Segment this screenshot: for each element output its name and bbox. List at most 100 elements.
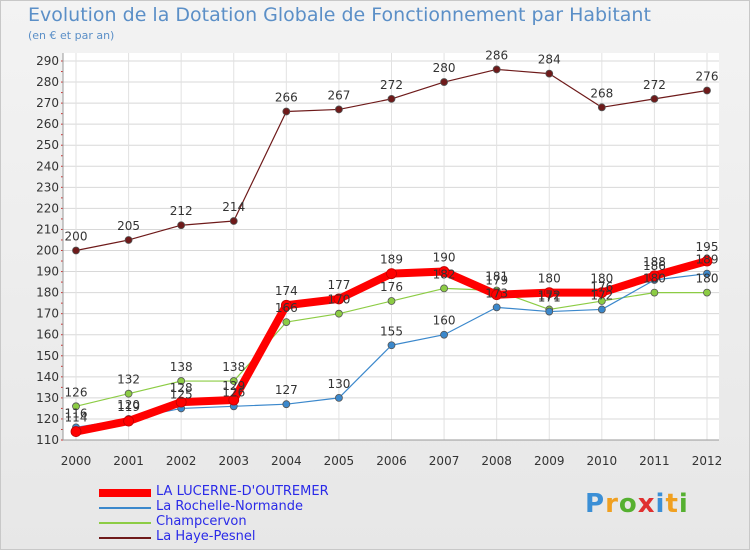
data-label-la-haye-pesnel: 284	[538, 53, 561, 67]
data-label-champcervon: 176	[380, 280, 403, 294]
data-label-la-rochelle-normande: 127	[275, 383, 298, 397]
point-la-haye-pesnel	[282, 107, 291, 116]
legend-swatch	[99, 506, 151, 509]
legend-label: LA LUCERNE-D'OUTREMER	[156, 484, 329, 499]
point-la-lucerne-d-outremer	[280, 299, 292, 311]
data-label-champcervon: 170	[327, 293, 350, 307]
y-tick-label: 150	[36, 349, 59, 363]
data-label-la-lucerne-d-outremer: 195	[696, 240, 719, 254]
data-label-champcervon: 138	[170, 360, 193, 374]
x-tick-label: 2000	[61, 454, 92, 468]
data-label-la-haye-pesnel: 268	[590, 86, 613, 100]
point-la-lucerne-d-outremer	[701, 255, 713, 267]
data-label-champcervon: 182	[433, 267, 456, 281]
point-la-lucerne-d-outremer	[386, 268, 397, 280]
y-tick-label: 140	[36, 370, 59, 384]
data-label-la-lucerne-d-outremer: 180	[590, 272, 613, 286]
point-la-haye-pesnel	[335, 105, 343, 114]
point-champcervon	[72, 402, 80, 411]
data-label-la-rochelle-normande: 173	[485, 286, 508, 300]
point-la-haye-pesnel	[387, 95, 396, 103]
point-la-rochelle-normande	[597, 305, 606, 314]
point-la-lucerne-d-outremer	[649, 270, 660, 282]
point-champcervon	[703, 288, 711, 297]
x-tick-label: 2008	[481, 454, 512, 468]
data-label-la-haye-pesnel: 272	[380, 78, 403, 92]
point-la-haye-pesnel	[72, 246, 80, 255]
y-tick-label: 200	[36, 244, 59, 258]
data-label-la-rochelle-normande: 189	[696, 253, 719, 267]
data-label-champcervon: 126	[65, 385, 88, 399]
y-tick-label: 210	[36, 222, 59, 236]
point-champcervon	[282, 318, 291, 326]
x-tick-label: 2004	[271, 454, 302, 468]
x-tick-label: 2007	[429, 454, 460, 468]
point-la-rochelle-normande	[545, 307, 554, 316]
y-tick-label: 280	[36, 75, 59, 89]
y-tick-label: 130	[36, 391, 59, 405]
data-label-la-haye-pesnel: 212	[170, 204, 193, 218]
y-tick-label: 230	[36, 180, 59, 194]
data-label-la-haye-pesnel: 205	[117, 219, 140, 233]
x-tick-label: 2003	[218, 454, 249, 468]
point-la-lucerne-d-outremer	[596, 287, 608, 299]
data-label-la-haye-pesnel: 276	[696, 69, 719, 83]
y-tick-label: 260	[36, 117, 59, 131]
proxiti-logo: Proxiti	[585, 489, 689, 519]
data-label-la-lucerne-d-outremer: 174	[275, 284, 298, 298]
data-label-la-lucerne-d-outremer: 180	[538, 272, 561, 286]
legend-swatch	[99, 521, 151, 524]
data-label-la-lucerne-d-outremer: 177	[327, 278, 350, 292]
data-label-la-lucerne-d-outremer: 128	[170, 381, 193, 395]
point-la-rochelle-normande	[387, 341, 396, 350]
legend-swatch	[99, 536, 151, 539]
y-tick-label: 170	[36, 307, 59, 321]
data-label-la-rochelle-normande: 171	[538, 291, 561, 305]
point-champcervon	[387, 297, 396, 305]
point-la-lucerne-d-outremer	[491, 289, 503, 301]
point-la-lucerne-d-outremer	[123, 415, 134, 427]
point-la-lucerne-d-outremer	[543, 287, 555, 299]
y-tick-label: 240	[36, 159, 59, 173]
y-tick-label: 180	[36, 286, 59, 300]
data-label-la-haye-pesnel: 286	[485, 48, 508, 62]
point-la-haye-pesnel	[597, 103, 606, 112]
point-la-rochelle-normande	[282, 400, 291, 409]
point-champcervon	[229, 377, 238, 385]
data-label-la-haye-pesnel: 272	[643, 78, 666, 92]
point-champcervon	[124, 389, 133, 398]
data-label-champcervon: 166	[275, 301, 298, 315]
chart-title: Evolution de la Dotation Globale de Fonc…	[28, 4, 651, 26]
data-label-la-rochelle-normande: 120	[117, 398, 140, 412]
data-label-la-rochelle-normande: 126	[222, 385, 245, 399]
chart-subtitle: (en € et par an)	[28, 29, 115, 42]
point-la-rochelle-normande	[492, 303, 501, 312]
y-tick-label: 220	[36, 201, 59, 215]
point-champcervon	[650, 288, 659, 297]
point-la-haye-pesnel	[229, 217, 238, 225]
y-tick-label: 110	[36, 433, 59, 447]
x-tick-label: 2012	[692, 454, 723, 468]
data-label-la-rochelle-normande: 125	[170, 387, 193, 401]
data-label-la-haye-pesnel: 280	[433, 61, 456, 75]
x-tick-label: 2011	[639, 454, 670, 468]
y-tick-label: 250	[36, 138, 59, 152]
data-label-la-lucerne-d-outremer: 188	[643, 255, 666, 269]
point-la-lucerne-d-outremer	[228, 394, 240, 406]
y-tick-label: 190	[36, 265, 59, 279]
data-label-la-rochelle-normande: 130	[327, 377, 350, 391]
data-label-la-lucerne-d-outremer: 119	[117, 400, 140, 414]
data-label-la-lucerne-d-outremer: 129	[222, 379, 245, 393]
point-champcervon	[335, 309, 343, 318]
data-label-la-haye-pesnel: 214	[222, 200, 245, 214]
data-label-la-rochelle-normande: 186	[643, 259, 666, 273]
point-la-haye-pesnel	[124, 236, 133, 244]
legend-swatch	[99, 488, 151, 497]
data-label-la-lucerne-d-outremer: 179	[485, 274, 508, 288]
data-label-la-haye-pesnel: 200	[65, 230, 88, 244]
data-label-champcervon: 138	[222, 360, 245, 374]
point-la-haye-pesnel	[650, 95, 659, 103]
point-la-haye-pesnel	[545, 69, 554, 78]
legend-label: La Haye-Pesnel	[156, 529, 256, 544]
